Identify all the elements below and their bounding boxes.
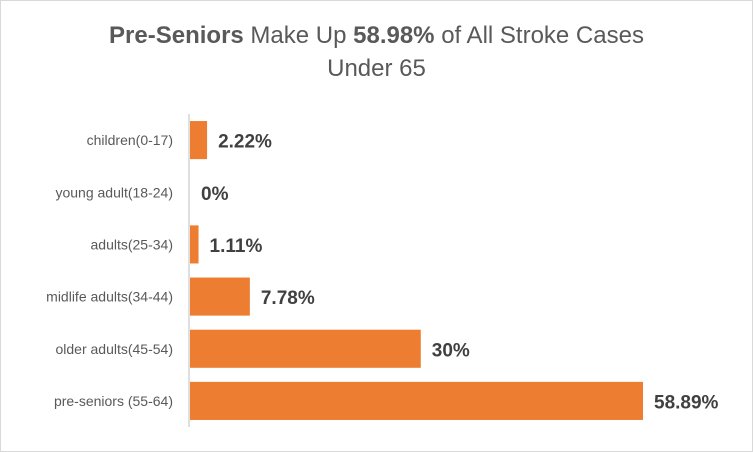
- title-part-stroke-cases: of All Stroke Cases: [434, 22, 644, 49]
- bar-3: [190, 277, 250, 316]
- title-part-pre-seniors: Pre-Seniors: [109, 22, 244, 49]
- value-labels-group: 2.22% 0% 1.11% 7.78% 30% 58.89%: [201, 132, 719, 414]
- bar-2: [190, 225, 199, 264]
- chart-title: Pre-Seniors Make Up 58.98% of All Stroke…: [1, 19, 752, 85]
- title-part-make-up: Make Up: [243, 22, 354, 49]
- value-label-2: 1.11%: [210, 236, 263, 257]
- value-label-4: 30%: [432, 340, 470, 361]
- value-label-3: 7.78%: [261, 288, 315, 309]
- category-label-1: young adult(18-24): [55, 184, 173, 200]
- value-label-5: 58.89%: [654, 392, 719, 413]
- category-label-2: adults(25-34): [91, 236, 174, 252]
- title-part-percentage: 58.98%: [353, 22, 435, 49]
- category-label-3: midlife adults(34-44): [46, 289, 173, 305]
- chart-title-line2: Under 65: [327, 55, 426, 82]
- bar-0: [190, 121, 208, 160]
- bar-4: [190, 329, 421, 368]
- category-label-4: older adults(45-54): [55, 341, 173, 357]
- value-label-0: 2.22%: [218, 132, 272, 153]
- bars-group: [190, 121, 643, 420]
- chart-title-line1: Pre-Seniors Make Up 58.98% of All Stroke…: [1, 19, 752, 52]
- category-label-5: pre-seniors (55-64): [54, 393, 173, 409]
- bar-5: [190, 381, 643, 420]
- category-label-0: children(0-17): [87, 132, 173, 148]
- category-labels-group: children(0-17) young adult(18-24) adults(2…: [46, 132, 173, 409]
- value-label-1: 0%: [201, 184, 229, 205]
